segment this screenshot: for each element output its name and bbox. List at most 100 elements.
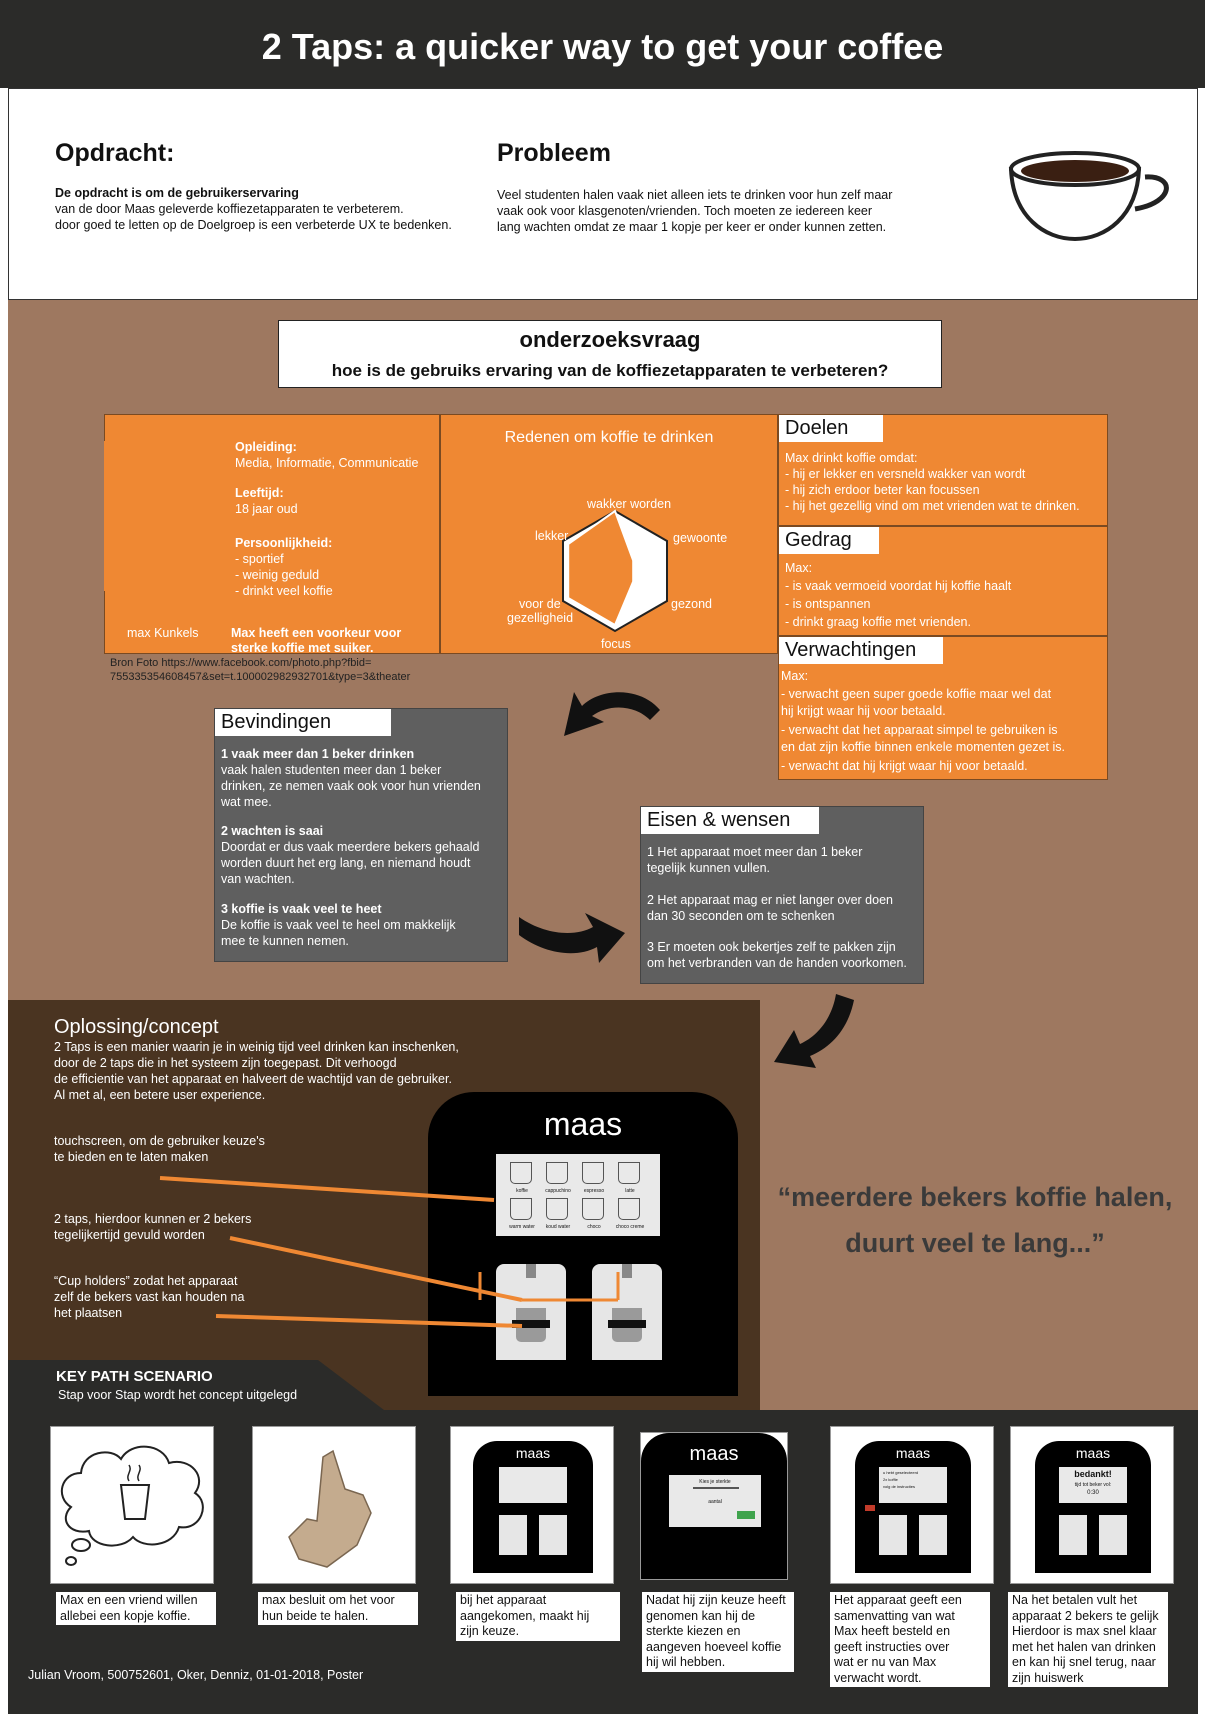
drink-label: koud water [545,1224,571,1230]
gedrag-item: - drinkt graag koffie met vrienden. [785,615,971,629]
concept-line: door de 2 taps die in het systeem zijn t… [54,1056,397,1070]
leeftijd-value: 18 jaar oud [235,502,298,516]
eis-line: dan 30 seconden om te schenken [647,909,835,923]
cup-icon[interactable] [582,1162,604,1184]
arrow-left-icon [564,692,660,736]
annotation-touchscreen: touchscreen, om de gebruiker keuze's [54,1134,265,1148]
reasons-radar [562,509,668,633]
eis-line: tegelijk kunnen vullen. [647,861,770,875]
annotation-cupholders: het plaatsen [54,1306,123,1320]
amount-label: aantal [708,1499,722,1505]
poster-title: 2 Taps: a quicker way to get your coffee [261,26,944,67]
axis-label: wakker worden [587,497,672,511]
caption-line: hij wil hebben. [646,1655,726,1669]
strength-slider[interactable] [693,1487,739,1489]
caption-line: geeft instructies over [834,1639,950,1654]
annotation-cupholders: zelf de bekers vast kan houden na [54,1290,245,1304]
verwachtingen-card: Verwachtingen Max: - verwacht geen super… [778,636,1108,780]
mini-screen[interactable] [499,1467,567,1503]
drink-label: espresso [583,1188,605,1194]
mini-brand: maas [689,1443,739,1465]
axis-label: voor de [519,597,561,611]
probleem-line: lang wachten omdat ze maar 1 kopje per k… [497,220,887,234]
strength-screen[interactable]: Kies je sterkte aantal [669,1475,761,1527]
confirm-button[interactable] [737,1511,755,1519]
caption-line: zijn huiswerk [1012,1670,1084,1685]
research-question-box: onderzoeksvraag hoe is de gebruiks ervar… [278,320,942,388]
trait: - sportief [235,552,284,566]
cup-icon[interactable] [546,1162,568,1184]
doelen-intro: Max drinkt koffie omdat: [785,451,918,465]
concept-line: 2 Taps is een manier waarin je in weinig… [54,1040,459,1054]
quote-line: duurt veel te lang...” [845,1228,1105,1258]
footer-credits: Julian Vroom, 500752601, Oker, Denniz, 0… [28,1668,364,1682]
strength-label: Kies je sterkte [699,1479,731,1485]
mini-machine: maas [473,1441,593,1573]
scenario-panel-2 [252,1426,416,1584]
finding-line: Doordat er dus vaak meerdere bekers geha… [221,840,480,854]
persona-card: Opleiding: Media, Informatie, Communicat… [104,414,440,655]
scenario-panel-3: maas [450,1426,614,1584]
cup-icon[interactable] [510,1162,532,1184]
arrow-down-left-icon [774,994,854,1068]
summary-screen[interactable]: u hebt geselecteerd 2x koffie volg de in… [879,1467,947,1503]
coffee-machine: maas koffie cappuchino espresso latte wa… [428,1092,738,1396]
verwachtingen-item: - verwacht geen super goede koffie maar … [781,687,1052,701]
probleem-heading: Probleem [497,139,611,167]
concept-heading: Oplossing/concept [54,1016,219,1038]
finding-line: wat mee. [221,795,272,809]
cup-holder-ring [512,1320,550,1328]
opleiding-value: Media, Informatie, Communicatie [235,456,419,470]
radar-area [567,509,635,627]
scenario-subheading: Stap voor Stap wordt het concept uitgele… [58,1388,298,1402]
reasons-title: Redenen om koffie te drinken [504,429,714,446]
opdracht-line: van de door Maas geleverde koffiezetappa… [55,202,404,216]
cup-icon[interactable] [618,1198,640,1220]
gedrag-card: Gedrag Max: - is vaak vermoeid voordat h… [778,526,1108,636]
scenario-caption-3: bij het apparaat aangekomen, maakt hij z… [456,1592,620,1641]
mini-tap [1059,1515,1087,1555]
cup-icon[interactable] [618,1162,640,1184]
summary-line: 2x koffie [883,1477,898,1482]
cup-icon[interactable] [582,1198,604,1220]
persona-photo [104,441,222,591]
mini-brand: maas [1075,1445,1111,1461]
timer-value: 0:30 [1087,1490,1099,1496]
caption-line: allebei een kopje koffie. [60,1608,191,1623]
verwachtingen-item: hij krijgt waar hij voor betaald. [781,704,946,718]
opleiding-label: Opleiding: [235,440,297,454]
opdracht-line: De opdracht is om de gebruikerservaring [55,186,299,200]
title-bar: 2 Taps: a quicker way to get your coffee [0,0,1205,88]
scenario-caption-4: Nadat hij zijn keuze heeft genomen kan h… [642,1592,794,1672]
caption-line: zijn keuze. [460,1624,520,1638]
trait: - weinig geduld [235,568,320,582]
annotation-taps: 2 taps, hierdoor kunnen er 2 bekers [54,1212,252,1226]
cup-icon[interactable] [510,1198,532,1220]
caption-line: Na het betalen vult het [1012,1593,1138,1607]
caption-line: genomen kan hij de [646,1608,756,1623]
reasons-chart-card: Redenen om koffie te drinken wakker word… [440,414,778,654]
coffee-cup-icon [1008,151,1169,242]
finding-line: mee te kunnen nemen. [221,934,349,948]
scenario-panel-5: maas u hebt geselecteerd 2x koffie volg … [830,1426,994,1584]
mini-tap [879,1515,907,1555]
caption-line: Het apparaat geeft een [834,1593,962,1607]
eis-line: 1 Het apparaat moet meer dan 1 beker [647,845,863,859]
pay-indicator [865,1505,875,1511]
machine-brand: maas [543,1106,623,1142]
scenario-caption-1: Max en een vriend willen allebei een kop… [56,1592,216,1625]
scenario-caption-5: Het apparaat geeft een samenvatting van … [830,1592,990,1687]
axis-label: gezond [671,597,713,611]
finding-line: De koffie is vaak veel te heel om makkel… [221,918,456,932]
cup-icon[interactable] [546,1198,568,1220]
annotation-taps: tegelijkertijd gevuld worden [54,1228,205,1242]
verwachtingen-heading: Verwachtingen [779,637,943,664]
caption-line: en kan hij snel terug, naar [1012,1655,1156,1669]
axis-label: focus [601,637,631,651]
axis-label: gezelligheid [507,611,574,625]
summary-line: volg de instructies [883,1484,916,1489]
mini-machine: maas u hebt geselecteerd 2x koffie volg … [855,1441,971,1573]
scenario-heading: KEY PATH SCENARIO [56,1368,213,1385]
caption-line: met het halen van drinken [1012,1639,1156,1654]
machine-touchscreen[interactable]: koffie cappuchino espresso latte warm wa… [496,1154,660,1236]
